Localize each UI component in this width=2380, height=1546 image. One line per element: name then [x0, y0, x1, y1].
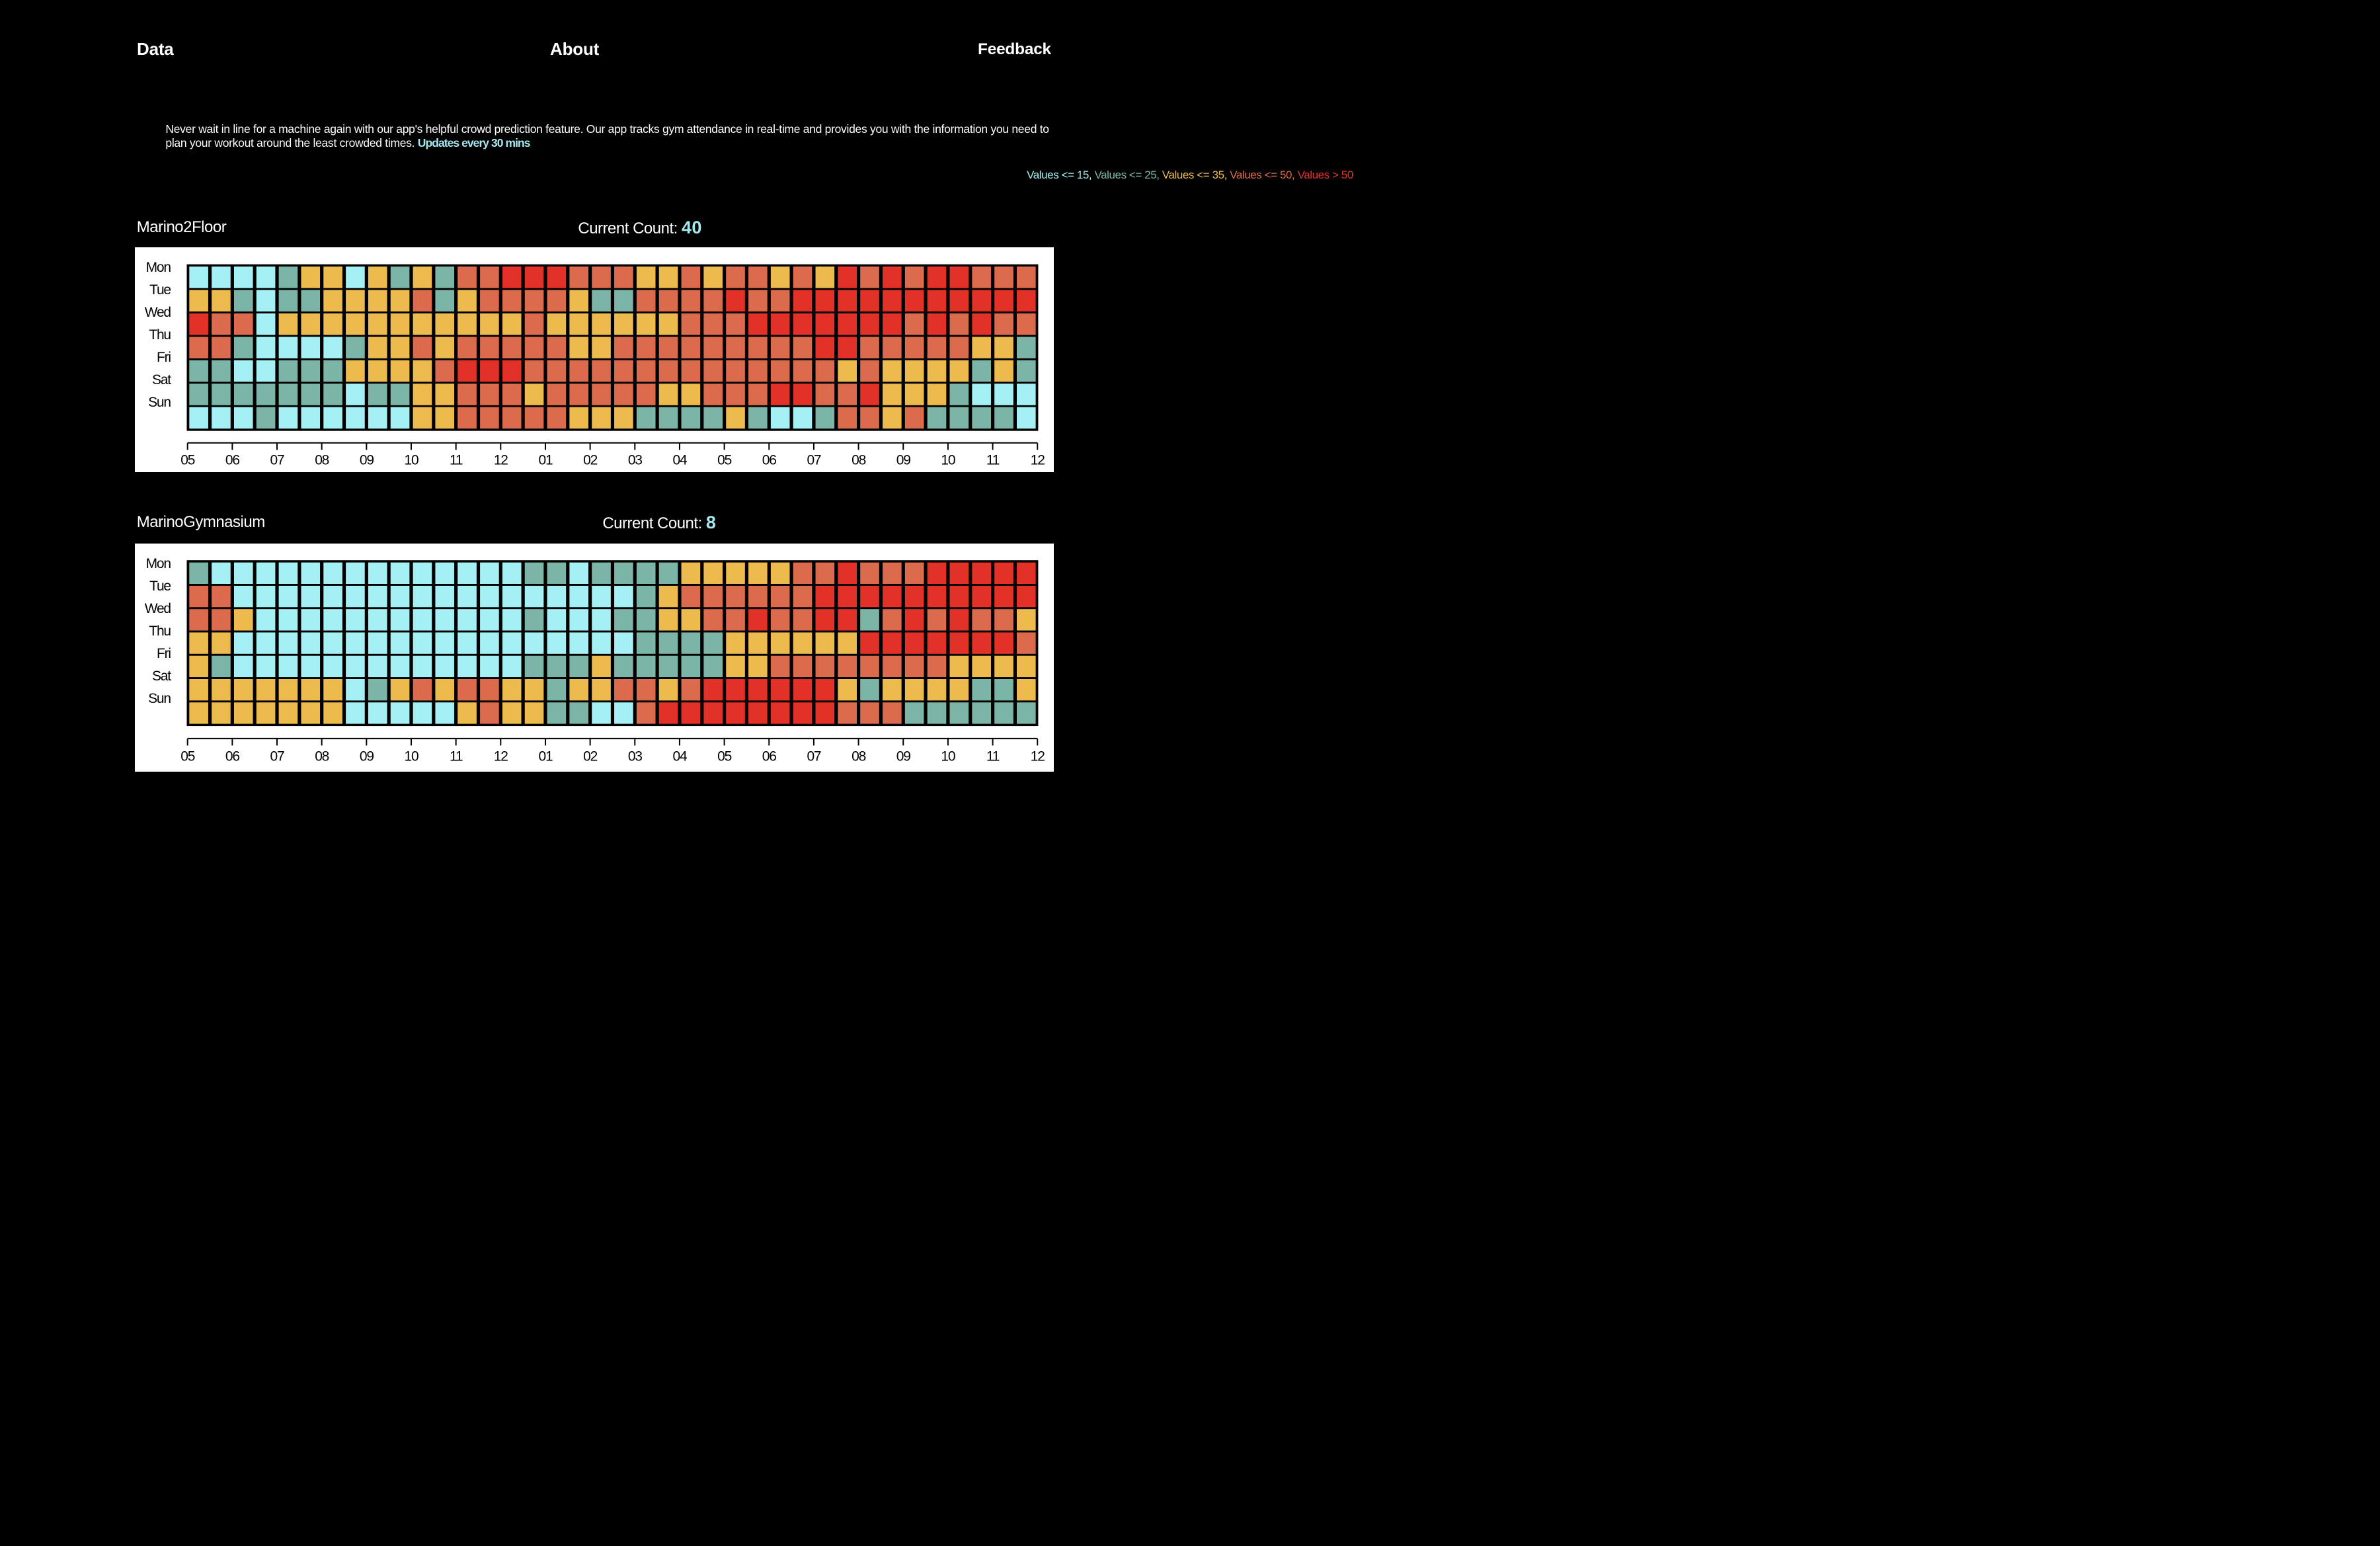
svg-text:05: 05	[180, 453, 194, 468]
svg-text:11: 11	[986, 749, 1000, 764]
svg-text:06: 06	[762, 749, 776, 764]
svg-text:08: 08	[315, 749, 329, 764]
svg-text:01: 01	[538, 749, 552, 764]
svg-text:10: 10	[404, 453, 418, 468]
svg-text:10: 10	[941, 453, 955, 468]
svg-text:Tue: Tue	[149, 579, 171, 594]
svg-text:Fri: Fri	[157, 350, 171, 365]
svg-text:11: 11	[450, 453, 463, 468]
svg-text:Sat: Sat	[152, 669, 171, 684]
svg-text:09: 09	[360, 749, 374, 764]
svg-text:09: 09	[896, 749, 910, 764]
svg-text:12: 12	[494, 749, 508, 764]
svg-text:12: 12	[1031, 453, 1045, 468]
svg-text:07: 07	[807, 453, 820, 468]
svg-text:12: 12	[1031, 749, 1045, 764]
svg-text:06: 06	[762, 453, 776, 468]
svg-text:07: 07	[270, 453, 284, 468]
svg-text:05: 05	[717, 453, 731, 468]
svg-text:08: 08	[852, 453, 865, 468]
svg-text:12: 12	[494, 453, 508, 468]
svg-text:07: 07	[807, 749, 820, 764]
svg-text:10: 10	[941, 749, 955, 764]
svg-text:Mon: Mon	[145, 260, 171, 275]
svg-text:Tue: Tue	[149, 282, 171, 298]
svg-text:03: 03	[628, 453, 642, 468]
svg-text:Thu: Thu	[149, 624, 171, 639]
svg-text:02: 02	[583, 749, 597, 764]
svg-text:09: 09	[360, 453, 374, 468]
svg-text:03: 03	[628, 749, 642, 764]
svg-text:01: 01	[538, 453, 552, 468]
svg-text:Sun: Sun	[148, 691, 171, 706]
svg-text:08: 08	[315, 453, 329, 468]
svg-text:06: 06	[225, 749, 239, 764]
svg-text:09: 09	[896, 453, 910, 468]
svg-text:Wed: Wed	[145, 305, 171, 320]
svg-text:Thu: Thu	[149, 327, 171, 343]
svg-text:Fri: Fri	[157, 646, 171, 661]
svg-text:07: 07	[270, 749, 284, 764]
svg-text:05: 05	[180, 749, 194, 764]
svg-text:06: 06	[225, 453, 239, 468]
svg-text:Wed: Wed	[145, 601, 171, 616]
svg-text:Sun: Sun	[148, 395, 171, 410]
svg-text:08: 08	[852, 749, 865, 764]
svg-text:04: 04	[672, 453, 687, 468]
svg-text:02: 02	[583, 453, 597, 468]
svg-text:05: 05	[717, 749, 731, 764]
svg-text:04: 04	[672, 749, 687, 764]
svg-text:Sat: Sat	[152, 372, 171, 387]
svg-text:Mon: Mon	[145, 556, 171, 571]
svg-text:11: 11	[450, 749, 463, 764]
svg-text:10: 10	[404, 749, 418, 764]
svg-text:11: 11	[986, 453, 1000, 468]
